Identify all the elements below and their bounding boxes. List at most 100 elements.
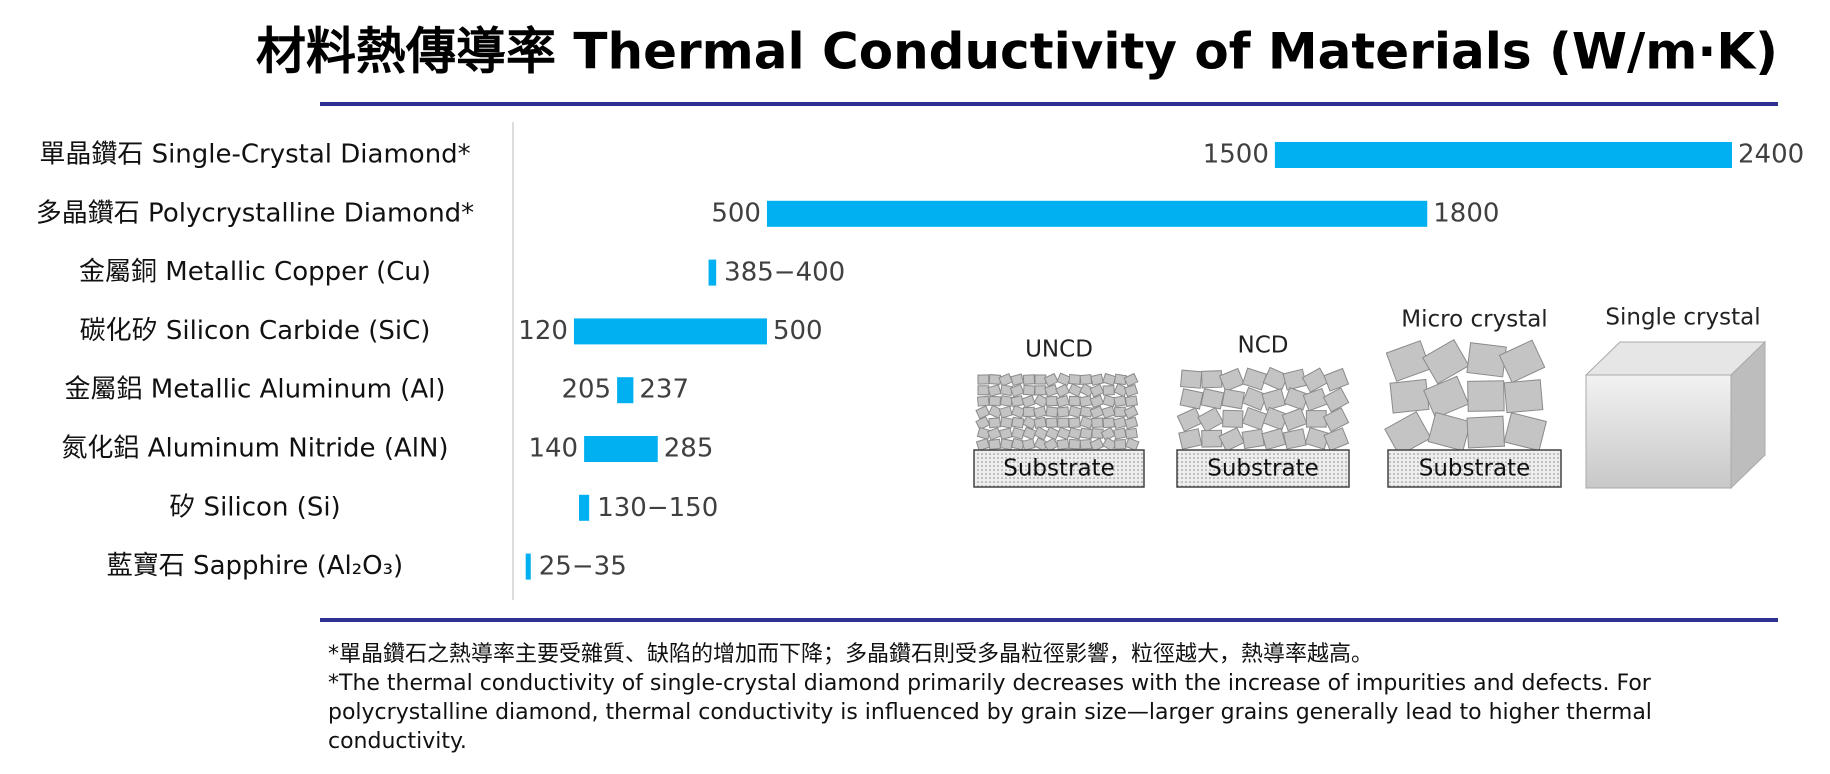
grain — [1201, 370, 1223, 389]
grain — [1427, 411, 1472, 452]
bar — [579, 494, 590, 521]
grain — [1385, 340, 1432, 382]
grain — [988, 374, 1002, 385]
grain — [1323, 367, 1350, 392]
value-label: 25−35 — [539, 551, 627, 581]
grain — [1498, 339, 1546, 384]
grain — [1032, 405, 1048, 419]
grain — [1466, 415, 1506, 449]
grain — [999, 416, 1014, 429]
grain — [1503, 379, 1544, 414]
low-label: 120 — [518, 316, 568, 346]
category-label: 碳化矽 Silicon Carbide (SiC) — [80, 316, 431, 346]
grain — [1305, 410, 1327, 428]
grain — [1102, 394, 1117, 408]
grain — [1241, 367, 1268, 391]
high-label: 35 — [594, 551, 627, 581]
grain — [1021, 394, 1036, 409]
grain — [1124, 437, 1140, 452]
grain — [1068, 427, 1083, 440]
grain — [1466, 342, 1507, 378]
high-label: 2400 — [1738, 140, 1804, 170]
grain — [1068, 395, 1081, 407]
low-label: 140 — [528, 434, 578, 464]
category-label: 金屬銅 Metallic Copper (Cu) — [79, 257, 431, 287]
bar — [573, 318, 767, 345]
grain — [1079, 395, 1093, 408]
grain — [1261, 427, 1287, 451]
grain — [1124, 395, 1138, 408]
substrate-label: Substrate — [1419, 456, 1531, 482]
grain — [1261, 388, 1287, 411]
separator: − — [647, 492, 669, 522]
grain — [1056, 406, 1070, 418]
category-label: 矽 Silicon (Si) — [169, 492, 340, 522]
substrate — [973, 449, 1145, 488]
grain — [1091, 417, 1104, 429]
separator: − — [774, 257, 796, 287]
low-label: 500 — [711, 198, 761, 228]
grain — [987, 384, 1002, 397]
grain — [1022, 374, 1036, 385]
grain — [1010, 426, 1026, 440]
grain — [986, 426, 1002, 441]
substrate — [1387, 449, 1562, 488]
grain — [998, 427, 1013, 440]
grain — [1241, 406, 1268, 431]
grain — [1010, 395, 1025, 408]
grain — [1089, 383, 1105, 398]
grain — [1102, 417, 1115, 429]
grain — [1102, 372, 1117, 386]
grain — [1178, 428, 1203, 450]
low-label: 130 — [597, 492, 647, 522]
grain — [998, 405, 1013, 419]
grain — [1043, 372, 1059, 387]
grain — [976, 395, 990, 407]
separator: − — [572, 551, 594, 581]
grain — [1218, 426, 1245, 452]
footnotes: *單晶鑽石之熱導率主要受雜質、缺陷的增加而下降；多晶鑽石則受多晶粒徑影響，粒徑越… — [328, 640, 1728, 756]
grain — [988, 438, 1002, 450]
grain — [1113, 406, 1127, 418]
grain — [1068, 438, 1082, 450]
grain — [1389, 378, 1430, 414]
grain — [1113, 427, 1127, 440]
grain — [1301, 367, 1329, 393]
grain — [975, 405, 991, 420]
grain — [1218, 367, 1245, 392]
grain — [1079, 438, 1093, 450]
category-label: 單晶鑽石 Single-Crystal Diamond* — [39, 140, 470, 170]
grain — [1022, 406, 1036, 418]
grain — [1045, 426, 1061, 441]
footnote: *單晶鑽石之熱導率主要受雜質、缺陷的增加而下降；多晶鑽石則受多晶粒徑影響，粒徑越… — [328, 642, 1374, 667]
cube-front — [1585, 374, 1732, 489]
grain — [1010, 373, 1025, 387]
low-label: 205 — [561, 375, 611, 405]
grain — [988, 395, 1002, 407]
bar — [525, 553, 531, 580]
grain — [1045, 417, 1058, 429]
grain — [1180, 369, 1203, 389]
grain — [1009, 383, 1025, 398]
category-label: 氮化鋁 Aluminum Nitride (AlN) — [61, 434, 448, 464]
grain — [1056, 438, 1070, 451]
grain — [1282, 368, 1307, 391]
grain — [1022, 426, 1037, 441]
illustration-label: UNCD — [1025, 337, 1093, 363]
high-label: 500 — [773, 316, 823, 346]
category-label: 藍寶石 Sapphire (Al₂O₃) — [107, 551, 403, 581]
grain — [1222, 409, 1244, 428]
high-label: 150 — [669, 492, 719, 522]
grain — [977, 374, 990, 385]
grain — [1068, 373, 1082, 385]
grain — [999, 395, 1014, 407]
grain — [1503, 412, 1547, 452]
value-label: 385−400 — [724, 257, 845, 287]
grain — [1021, 438, 1036, 451]
grain — [1113, 439, 1127, 450]
grain — [1056, 426, 1072, 441]
grain — [999, 438, 1014, 451]
value-label: 130−150 — [597, 492, 718, 522]
